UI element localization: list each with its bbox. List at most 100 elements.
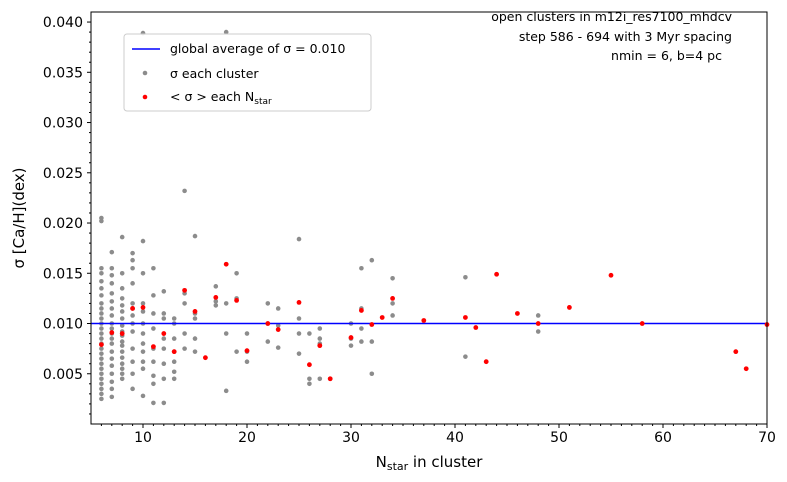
gray-point	[223, 29, 229, 35]
gray-point	[119, 270, 125, 276]
gray-point	[161, 311, 167, 316]
gray-point	[119, 349, 125, 354]
gray-point	[359, 265, 364, 271]
gray-point	[109, 306, 115, 311]
red-point	[639, 321, 645, 326]
gray-point	[109, 379, 115, 385]
gray-point	[119, 316, 125, 321]
gray-point	[275, 323, 281, 328]
gray-point	[161, 346, 167, 351]
gray-point	[317, 326, 323, 331]
red-point	[473, 325, 479, 330]
y-tick-label: 0.035	[43, 65, 83, 81]
red-point	[275, 327, 281, 332]
red-points-group	[99, 261, 770, 382]
red-point	[223, 261, 229, 267]
gray-point	[369, 257, 375, 263]
legend-red-label: < σ > each Nstar	[170, 89, 272, 107]
gray-point	[130, 346, 135, 351]
gray-point	[99, 346, 104, 351]
red-point	[379, 315, 385, 320]
gray-point	[265, 301, 271, 306]
gray-point	[307, 381, 312, 387]
red-point	[567, 305, 572, 310]
gray-point	[151, 265, 156, 271]
red-point	[119, 331, 125, 336]
gray-point	[151, 326, 156, 331]
x-tick-label: 20	[238, 430, 256, 446]
legend-gray-label: σ each cluster	[170, 66, 259, 81]
gray-point	[99, 336, 104, 341]
gray-point	[171, 359, 177, 364]
gray-point	[244, 331, 250, 336]
red-point	[390, 295, 395, 301]
gray-point	[369, 339, 375, 344]
gray-point	[151, 373, 156, 379]
red-point	[421, 318, 427, 323]
gray-point	[151, 381, 156, 387]
gray-point	[171, 376, 177, 382]
gray-point	[535, 313, 541, 318]
gray-point	[119, 286, 125, 291]
gray-point	[275, 345, 281, 350]
gray-point	[182, 188, 187, 194]
y-tick-label: 0.025	[43, 166, 83, 182]
red-point	[265, 321, 271, 326]
gray-point	[99, 218, 104, 224]
x-tick-label: 10	[134, 430, 152, 446]
gray-point	[317, 376, 323, 382]
x-tick-label: 40	[446, 430, 464, 446]
red-point	[244, 348, 250, 354]
gray-point	[99, 361, 104, 367]
gray-point	[151, 293, 156, 298]
gray-point	[213, 284, 219, 289]
gray-point	[244, 359, 250, 364]
gray-point	[99, 270, 104, 276]
gray-point	[109, 356, 115, 361]
gray-point	[182, 346, 187, 351]
red-point	[369, 322, 375, 327]
gray-point	[275, 306, 281, 311]
gray-point	[213, 299, 219, 304]
gray-point	[161, 289, 167, 294]
y-tick-label: 0.030	[43, 116, 83, 132]
gray-point	[307, 376, 312, 382]
gray-point	[99, 381, 104, 387]
gray-point	[99, 331, 104, 336]
red-point	[535, 321, 541, 326]
gray-point	[109, 281, 115, 286]
x-axis-title-main: N	[376, 453, 387, 471]
x-axis-title-sub: star	[387, 460, 409, 473]
gray-point	[182, 331, 187, 336]
gray-point	[234, 349, 239, 354]
red-point	[743, 366, 749, 372]
gray-point	[119, 343, 125, 348]
gray-point	[296, 351, 302, 356]
gray-point	[130, 371, 135, 377]
y-tick-label: 0.020	[43, 216, 83, 232]
red-point	[99, 342, 104, 348]
gray-point	[140, 366, 146, 372]
red-point	[327, 376, 333, 382]
red-point	[348, 335, 354, 340]
gray-point	[109, 336, 115, 341]
gray-point	[119, 366, 125, 372]
red-point	[483, 359, 489, 365]
red-point	[192, 309, 198, 314]
gray-point	[99, 311, 104, 316]
gray-point	[109, 386, 115, 392]
gray-point	[109, 265, 115, 271]
gray-point	[192, 316, 198, 321]
red-point	[171, 349, 177, 355]
gray-point	[140, 341, 146, 346]
gray-point	[223, 331, 229, 336]
gray-point	[234, 270, 239, 276]
gray-point	[99, 376, 104, 382]
legend-box	[123, 33, 372, 112]
red-point	[140, 305, 146, 310]
gray-point	[109, 249, 115, 255]
gray-point	[390, 313, 395, 318]
red-point	[733, 349, 739, 355]
gray-point	[99, 391, 104, 397]
